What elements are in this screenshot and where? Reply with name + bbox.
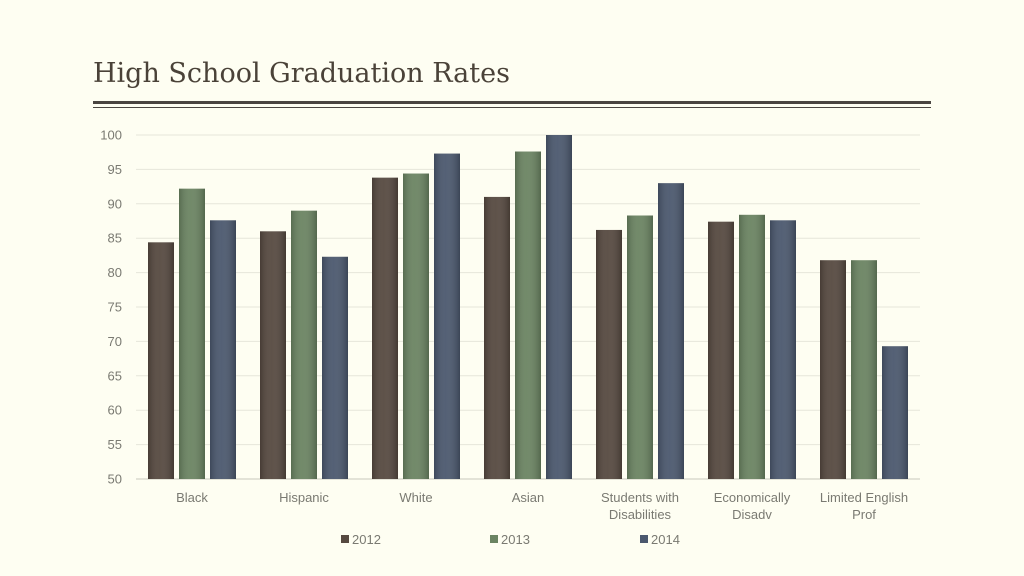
bar-shade (484, 196, 510, 480)
y-tick-label: 95 (108, 162, 122, 177)
y-tick-label: 60 (108, 403, 122, 418)
bar-shade (882, 346, 908, 479)
y-tick-label: 75 (108, 300, 122, 315)
bar-shade (851, 260, 877, 479)
bar-shade (658, 183, 684, 479)
y-tick-label: 85 (108, 231, 122, 246)
bar-shade (739, 214, 765, 480)
bar-shade (372, 177, 398, 479)
y-tick-label: 50 (108, 472, 122, 487)
legend-swatch (490, 535, 498, 543)
legend-label: 2014 (651, 532, 680, 547)
bar-shade (322, 256, 348, 479)
bar-shade (210, 220, 236, 479)
category-label: Limited English Prof (820, 490, 908, 522)
y-tick-label: 65 (108, 368, 122, 383)
y-tick-label: 80 (108, 265, 122, 280)
y-tick-label: 90 (108, 196, 122, 211)
bar-shade (596, 229, 622, 479)
category-label: Black (176, 490, 208, 505)
bar-shade (260, 231, 286, 479)
bar-shade (403, 173, 429, 479)
title-rule-thick (93, 101, 931, 104)
bar-shade (515, 151, 541, 479)
y-axis-ticks: 50 55 60 65 70 75 80 85 90 95 100 (100, 128, 122, 487)
bar-shade (434, 153, 460, 480)
bar-shade (708, 221, 734, 480)
category-labels: Black Hispanic White Asian Students with Disa… (176, 490, 908, 522)
bar-shade (291, 210, 317, 479)
legend-label: 2012 (352, 532, 381, 547)
y-tick-label: 55 (108, 437, 122, 452)
bar-shade (179, 188, 205, 479)
legend-swatch (640, 535, 648, 543)
title-rule-thin (93, 107, 931, 108)
bar-shade (627, 215, 653, 479)
bar-shade (546, 135, 572, 479)
legend: 2012 2013 2014 (341, 532, 680, 547)
bars (148, 135, 908, 480)
bar-shade (820, 260, 846, 479)
category-label: Students with Disabilities (601, 490, 679, 522)
bar-shade (770, 220, 796, 479)
category-label: White (399, 490, 432, 505)
y-tick-label: 100 (100, 128, 122, 143)
category-label: Hispanic (279, 490, 329, 505)
category-label: Economically Disadv (714, 490, 791, 522)
legend-label: 2013 (501, 532, 530, 547)
category-label: Asian (512, 490, 545, 505)
y-tick-label: 70 (108, 334, 122, 349)
legend-swatch (341, 535, 349, 543)
slide-title: High School Graduation Rates (93, 58, 510, 89)
bar-shade (148, 242, 174, 479)
